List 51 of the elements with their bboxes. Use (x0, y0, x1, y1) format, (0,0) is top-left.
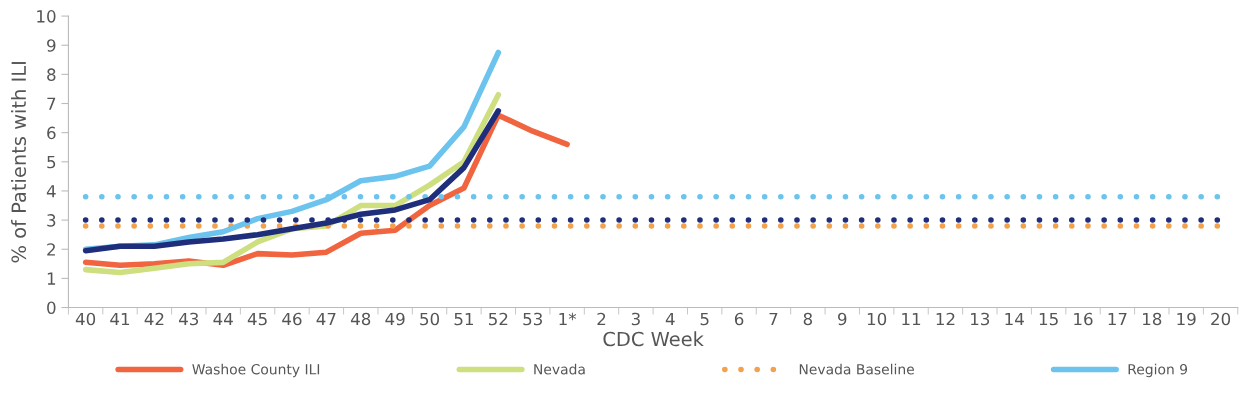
x-tick-label: 6 (734, 312, 744, 326)
x-tick-label: 43 (179, 312, 199, 326)
y-tick-label: 10 (37, 10, 56, 23)
x-tick-label: 41 (110, 312, 130, 326)
x-tick-label: 8 (803, 312, 813, 326)
x-tick-label: 42 (144, 312, 164, 326)
y-tick-label: 1 (47, 272, 56, 285)
x-tick-label: 5 (700, 312, 709, 326)
x-tick-label: 48 (350, 312, 371, 326)
legend-label: Nevada Baseline (799, 363, 914, 375)
x-tick-label: 12 (936, 312, 955, 326)
x-tick-label: 17 (1108, 312, 1127, 326)
x-tick-label: 44 (213, 312, 233, 326)
x-tick-label: 53 (523, 312, 542, 326)
y-tick-label: 7 (47, 97, 56, 110)
y-tick-label: 4 (46, 185, 56, 198)
x-tick-label: 52 (489, 312, 508, 326)
y-tick-label: 2 (47, 243, 55, 256)
x-tick-label: 14 (1005, 312, 1024, 326)
x-tick-label: 3 (631, 312, 640, 326)
x-tick-label: 9 (838, 312, 847, 326)
x-tick-label: 51 (454, 312, 473, 326)
x-tick-label: 49 (385, 312, 405, 326)
y-tick-label: 8 (47, 68, 56, 81)
x-tick-label: 40 (75, 312, 96, 326)
x-axis-title: CDC Week (603, 331, 704, 347)
x-tick-label: 18 (1143, 312, 1162, 326)
x-tick-label: 15 (1039, 312, 1058, 326)
x-tick-label: 10 (867, 312, 887, 326)
x-tick-label: 19 (1177, 312, 1196, 326)
x-tick-label: 47 (316, 312, 336, 326)
x-tick-label: 11 (902, 312, 921, 326)
x-tick-label: 7 (769, 312, 778, 326)
x-tick-label: 13 (971, 312, 990, 326)
x-tick-label: 16 (1074, 312, 1093, 326)
x-tick-label: 2 (597, 312, 606, 326)
x-tick-label: 46 (282, 312, 302, 326)
y-axis-title: % of Patients with ILI (11, 62, 27, 263)
x-tick-label: 50 (420, 312, 440, 326)
x-tick-label: 20 (1211, 312, 1231, 326)
y-tick-label: 5 (47, 155, 56, 169)
y-tick-label: 0 (47, 301, 56, 315)
y-tick-label: 9 (47, 39, 56, 52)
legend-label: Region 9 (1128, 363, 1188, 378)
x-tick-label: 1* (559, 312, 577, 326)
legend-label: Washoe County ILI (192, 363, 320, 378)
legend-label: Nevada (534, 363, 585, 375)
y-tick-label: 3 (47, 214, 56, 227)
x-tick-label: 45 (247, 312, 267, 326)
x-tick-label: 4 (665, 312, 675, 326)
y-tick-label: 6 (47, 126, 56, 140)
